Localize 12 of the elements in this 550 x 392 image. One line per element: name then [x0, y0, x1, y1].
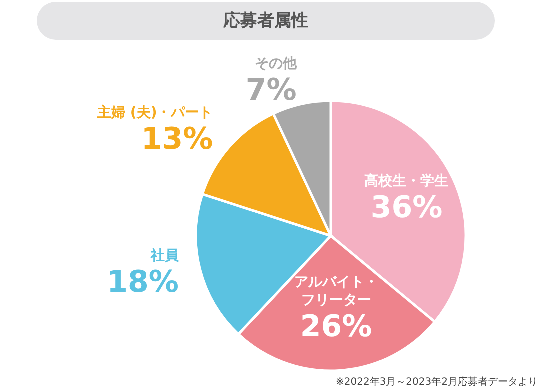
chart-title: 応募者属性 [37, 2, 495, 40]
data-label: 18% [107, 265, 179, 300]
data-label: 7% [246, 72, 297, 108]
slice-label: アルバイト・フリーター [294, 274, 378, 309]
slice-label: 主婦 (夫)・パート [96, 104, 214, 122]
data-label: 13% [141, 122, 214, 158]
slice-label: 高校生・学生 [364, 172, 449, 190]
data-label: 26% [300, 310, 372, 345]
slice-label: 社員 [150, 248, 180, 264]
text: ※2022年3月～2023年2月応募者データより [336, 376, 538, 389]
slice-label: その他 [254, 56, 298, 72]
data-label: 36% [370, 190, 443, 226]
